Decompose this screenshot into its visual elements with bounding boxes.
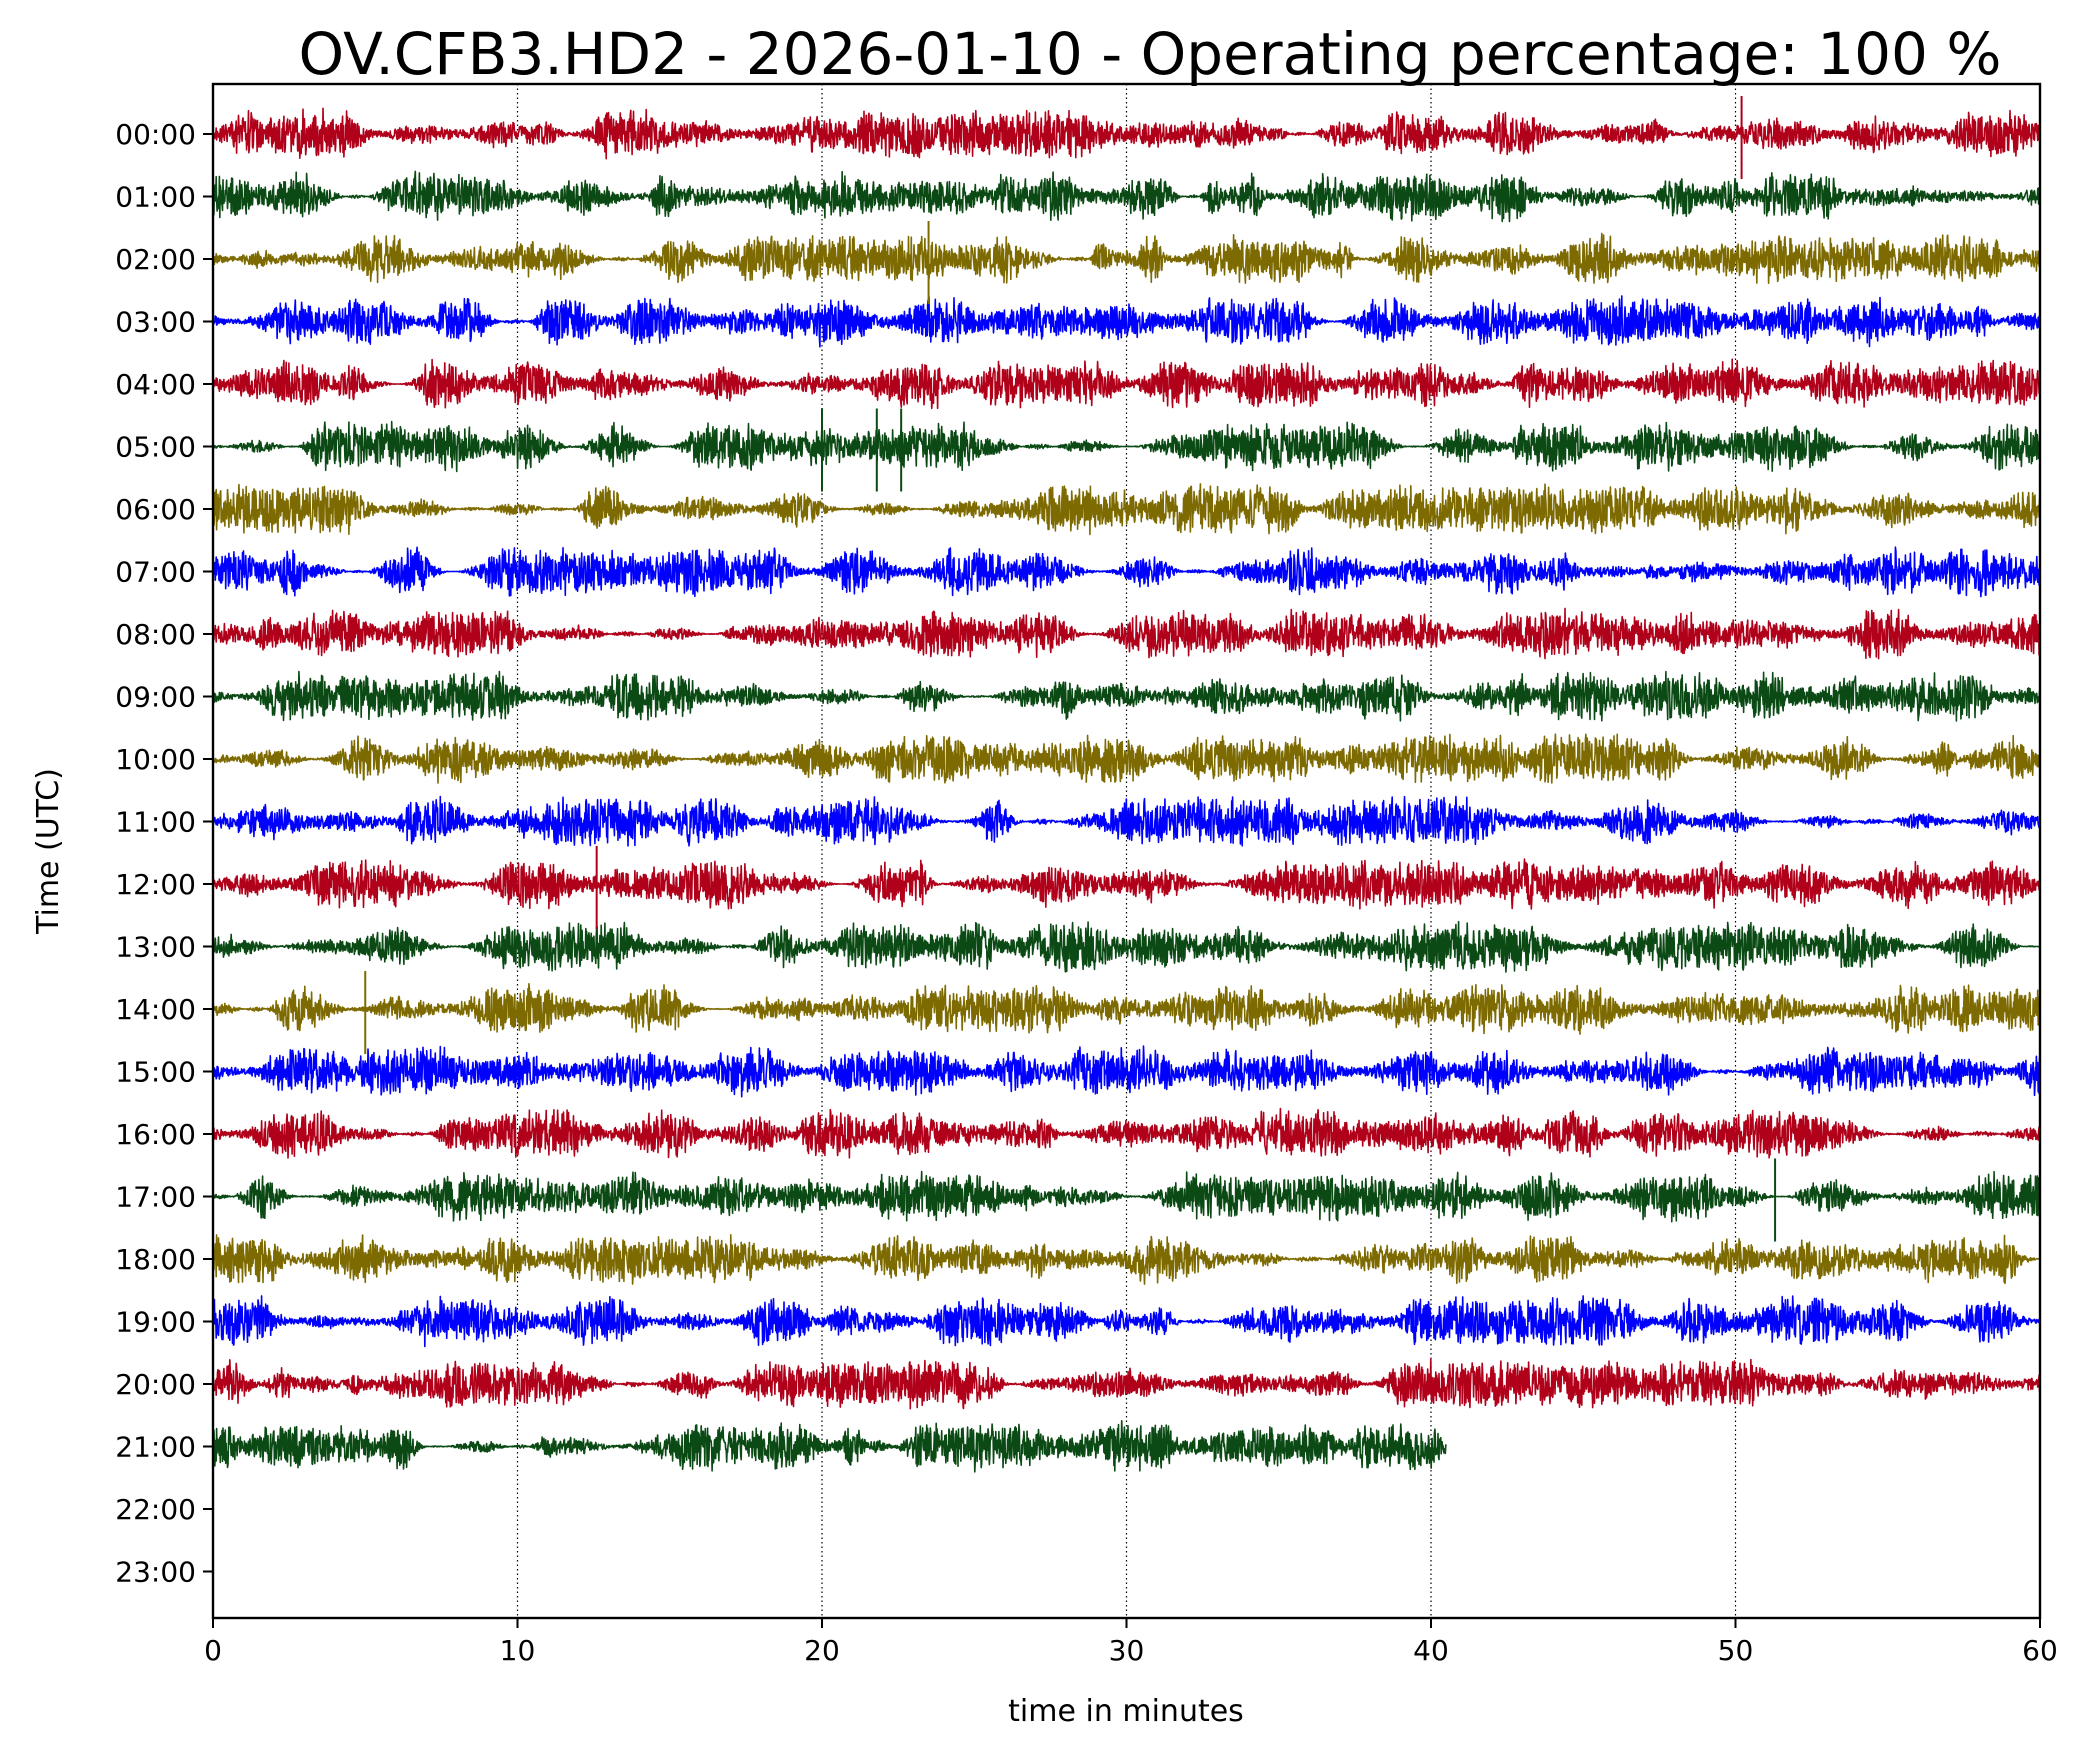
x-axis-label: time in minutes bbox=[1008, 1694, 1244, 1729]
trace-1600 bbox=[212, 1107, 2041, 1159]
y-tick-label: 11:00 bbox=[115, 806, 196, 839]
x-tick-label: 60 bbox=[2022, 1634, 2058, 1667]
y-tick-label: 05:00 bbox=[115, 431, 196, 464]
y-axis-ticks: 00:00 01:00 02:00 03:00 04:00 05:00 06:00 07:00… bbox=[115, 118, 213, 1589]
y-tick-label: 14:00 bbox=[115, 993, 196, 1026]
y-tick-label: 07:00 bbox=[115, 556, 196, 589]
y-tick-label: 09:00 bbox=[115, 681, 196, 714]
x-axis-ticks: 0 10 20 30 40 50 60 bbox=[204, 1618, 2058, 1667]
y-tick-label: 12:00 bbox=[115, 868, 196, 901]
x-tick-label: 30 bbox=[1109, 1634, 1145, 1667]
trace-0200 bbox=[212, 232, 2041, 285]
trace-1100 bbox=[212, 795, 2041, 847]
x-tick-label: 0 bbox=[204, 1634, 222, 1667]
trace-2100 bbox=[212, 1420, 1447, 1473]
trace-1000 bbox=[212, 733, 2041, 784]
y-tick-label: 08:00 bbox=[115, 618, 196, 651]
y-tick-label: 06:00 bbox=[115, 493, 196, 526]
trace-1800 bbox=[212, 1234, 2041, 1285]
trace-1400 bbox=[212, 982, 2041, 1035]
y-tick-label: 21:00 bbox=[115, 1431, 196, 1464]
y-tick-label: 20:00 bbox=[115, 1368, 196, 1401]
y-tick-label: 16:00 bbox=[115, 1118, 196, 1151]
x-tick-label: 40 bbox=[1413, 1634, 1449, 1667]
x-tick-label: 50 bbox=[1718, 1634, 1754, 1667]
y-tick-label: 00:00 bbox=[115, 118, 196, 151]
y-tick-label: 02:00 bbox=[115, 243, 196, 276]
trace-2000 bbox=[212, 1358, 2041, 1410]
trace-1900 bbox=[212, 1295, 2041, 1348]
y-tick-label: 04:00 bbox=[115, 368, 196, 401]
trace-0100 bbox=[212, 170, 2041, 223]
x-tick-label: 10 bbox=[500, 1634, 536, 1667]
trace-0500 bbox=[212, 420, 2041, 473]
trace-1500 bbox=[212, 1045, 2041, 1098]
y-tick-label: 10:00 bbox=[115, 743, 196, 776]
trace-0000 bbox=[212, 107, 2041, 160]
y-tick-label: 19:00 bbox=[115, 1306, 196, 1339]
seismic-traces bbox=[212, 96, 2041, 1473]
y-axis-label: Time (UTC) bbox=[31, 768, 66, 935]
y-tick-label: 18:00 bbox=[115, 1243, 196, 1276]
trace-1200 bbox=[212, 858, 2041, 910]
y-tick-label: 01:00 bbox=[115, 181, 196, 214]
trace-0400 bbox=[212, 358, 2041, 410]
trace-1300 bbox=[212, 920, 2041, 973]
y-tick-label: 13:00 bbox=[115, 931, 196, 964]
y-tick-label: 03:00 bbox=[115, 306, 196, 339]
y-tick-label: 22:00 bbox=[115, 1493, 196, 1526]
trace-0600 bbox=[212, 483, 2041, 536]
trace-0300 bbox=[212, 295, 2041, 348]
trace-0900 bbox=[212, 670, 2041, 722]
x-tick-label: 20 bbox=[804, 1634, 840, 1667]
trace-0700 bbox=[212, 546, 2041, 598]
y-tick-label: 15:00 bbox=[115, 1056, 196, 1089]
chart-title: OV.CFB3.HD2 - 2026-01-10 - Operating per… bbox=[299, 20, 2002, 88]
y-tick-label: 17:00 bbox=[115, 1181, 196, 1214]
trace-0800 bbox=[212, 607, 2041, 660]
y-tick-label: 23:00 bbox=[115, 1556, 196, 1589]
trace-1700 bbox=[212, 1170, 2041, 1223]
